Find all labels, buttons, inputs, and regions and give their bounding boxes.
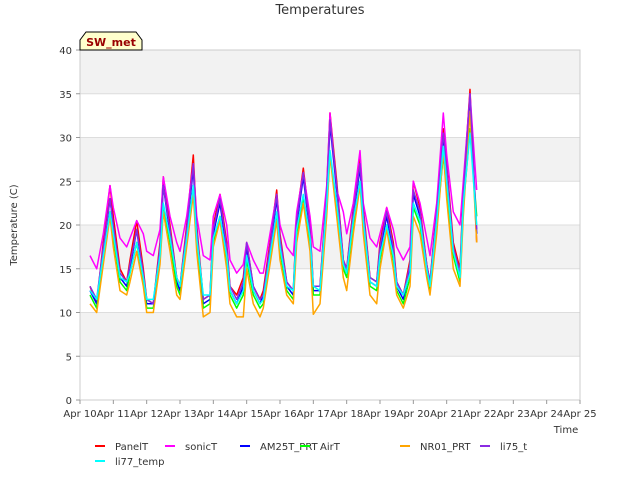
chart-title: Temperatures — [274, 3, 364, 18]
y-axis: 0 5 10 15 20 25 30 35 40 — [59, 46, 80, 407]
y-tick-label: 0 — [66, 396, 72, 407]
x-tick-label: Apr 13 — [163, 409, 196, 420]
x-tick-label: Apr 21 — [430, 409, 463, 420]
y-tick-label: 10 — [59, 309, 72, 320]
series-line-li77_temp — [89, 132, 478, 305]
grid-band — [80, 225, 580, 269]
x-tick-label: Apr 12 — [130, 409, 163, 420]
y-tick-label: 20 — [59, 221, 72, 232]
x-tick-label: Apr 18 — [330, 409, 363, 420]
x-tick-label: Apr 22 — [463, 409, 496, 420]
x-tick-label: Apr 17 — [297, 409, 330, 420]
grid-band — [80, 312, 580, 357]
legend-label-NR01_PRT: NR01_PRT — [420, 442, 471, 453]
y-tick-label: 25 — [59, 177, 72, 188]
legend-label-PanelT: PanelT — [115, 442, 149, 453]
legend-label-AirT: AirT — [320, 442, 341, 453]
x-tick-label: Apr 15 — [230, 409, 263, 420]
legend-label-li75_t: li75_t — [500, 442, 527, 453]
x-tick-label: Apr 19 — [363, 409, 396, 420]
y-tick-label: 15 — [59, 265, 72, 276]
grid-band — [80, 50, 580, 94]
y-tick-label: 40 — [59, 46, 72, 57]
x-axis: Apr 10 Apr 11 Apr 12 Apr 13 Apr 14 Apr 15 Apr … — [63, 400, 597, 420]
station-badge: SW_met — [79, 31, 143, 51]
grid-bands — [80, 50, 580, 357]
x-tick-label: Apr 23 — [497, 409, 530, 420]
x-tick-label: Apr 20 — [397, 409, 430, 420]
y-axis-label: Temperature (C) — [9, 184, 20, 266]
y-tick-label: 35 — [59, 90, 72, 101]
legend-label-sonicT: sonicT — [185, 442, 218, 453]
y-tick-label: 30 — [59, 134, 72, 145]
x-tick-label: Apr 11 — [97, 409, 130, 420]
legend: PanelT sonicT AM25T_PRT AirT NR01_PRT li75_tl… — [95, 442, 527, 468]
legend-label-AM25T_PRT: AM25T_PRT — [260, 442, 319, 453]
x-tick-label: Apr 14 — [197, 409, 230, 420]
x-axis-label: Time — [553, 425, 578, 436]
y-tick-label: 5 — [66, 352, 72, 363]
legend-label-li77_temp: li77_temp — [115, 457, 164, 468]
x-tick-label: Apr 25 — [563, 409, 596, 420]
x-tick-label: Apr 16 — [263, 409, 296, 420]
station-label: SW_met — [86, 36, 136, 49]
series-lines — [89, 88, 478, 318]
x-tick-label: Apr 24 — [530, 409, 563, 420]
x-tick-label: Apr 10 — [63, 409, 96, 420]
